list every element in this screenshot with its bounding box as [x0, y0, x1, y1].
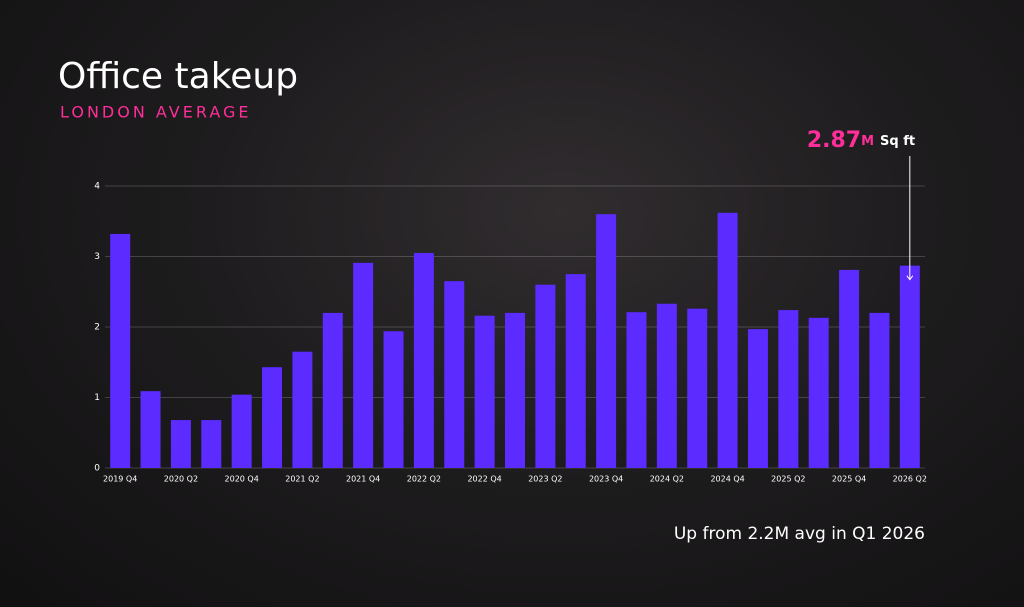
bar [535, 284, 556, 468]
chart-title: Office takeup [58, 56, 298, 97]
x-tick-label: 2024 Q4 [710, 475, 744, 484]
annotation-label: Sq ft [880, 134, 915, 149]
x-tick-label: 2020 Q2 [164, 475, 198, 484]
x-tick-label: 2023 Q2 [528, 475, 562, 484]
bar [413, 252, 434, 468]
bar [869, 312, 890, 468]
annotation-unit: M [861, 134, 874, 149]
y-tick-label: 1 [94, 393, 100, 403]
y-tick-label: 2 [94, 323, 100, 333]
annotation: 2.87M Sq ft [807, 128, 915, 153]
bar [353, 262, 374, 468]
arrow-head [906, 275, 914, 281]
bar [201, 420, 222, 468]
x-tick-label: 2021 Q2 [285, 475, 319, 484]
bar [383, 331, 404, 468]
bar [747, 329, 768, 468]
x-tick-label: 2022 Q2 [407, 475, 441, 484]
bar [626, 312, 647, 468]
bar [262, 367, 283, 468]
bar [231, 394, 252, 468]
bar [839, 269, 860, 468]
bar [808, 317, 829, 468]
bar [474, 315, 495, 468]
y-tick-label: 0 [94, 464, 100, 474]
footnote: Up from 2.2M avg in Q1 2026 [674, 524, 925, 544]
chart-subtitle: LONDON AVERAGE [60, 103, 252, 122]
bar [656, 303, 677, 468]
bar [140, 391, 161, 468]
x-tick-label: 2026 Q2 [893, 475, 927, 484]
x-tick-label: 2022 Q4 [467, 475, 501, 484]
bar [110, 233, 131, 468]
bar [899, 265, 920, 468]
y-tick-label: 4 [94, 182, 100, 192]
annotation-value: 2.87 [807, 128, 861, 153]
bar [778, 310, 799, 468]
x-tick-label: 2021 Q4 [346, 475, 380, 484]
x-tick-label: 2025 Q2 [771, 475, 805, 484]
x-tick-label: 2024 Q2 [650, 475, 684, 484]
x-tick-label: 2025 Q4 [832, 475, 866, 484]
bar [322, 312, 343, 468]
bar [505, 312, 525, 468]
bar [717, 212, 738, 468]
bar [687, 308, 708, 468]
bar [444, 281, 465, 468]
x-tick-label: 2023 Q4 [589, 475, 623, 484]
x-tick-label: 2019 Q4 [103, 475, 137, 484]
bar [565, 274, 586, 468]
bar [596, 214, 617, 468]
bar [170, 420, 191, 468]
bar [292, 351, 313, 468]
y-tick-label: 3 [94, 252, 100, 262]
x-tick-label: 2020 Q4 [225, 475, 259, 484]
